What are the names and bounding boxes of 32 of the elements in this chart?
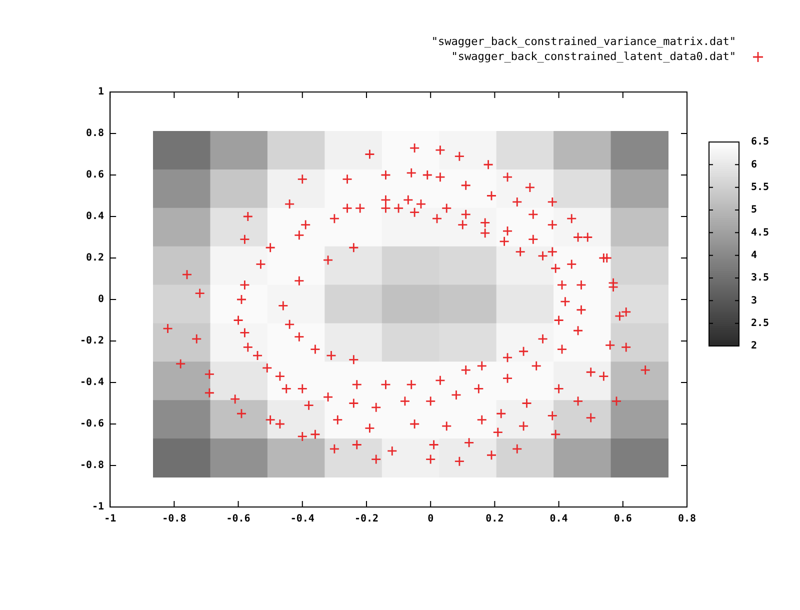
- x-tick-label: 0: [428, 514, 434, 525]
- y-tick-label: -0.6: [80, 418, 104, 430]
- y-tick-label: -0.8: [80, 460, 104, 472]
- x-tick-label: -0.6: [226, 514, 250, 525]
- color-bar-label: 6.5: [751, 136, 770, 148]
- y-tick-label: 0.4: [86, 211, 104, 222]
- y-tick-label: -0.2: [80, 336, 104, 347]
- y-tick-label: 0.6: [86, 170, 104, 181]
- text: "swagger_back_constrained_variance_matrix.dat": [431, 34, 736, 48]
- x-tick-label: -0.4: [290, 514, 314, 525]
- x-tick-label: 0.4: [550, 514, 568, 525]
- color-bar-label: 2.5: [751, 318, 770, 329]
- x-tick-label: -0.2: [354, 514, 379, 525]
- color-bar-label: 3: [751, 295, 758, 306]
- y-tick-label: 0: [98, 294, 104, 306]
- x-tick-label: -0.8: [162, 514, 186, 525]
- y-tick-label: 0.8: [86, 128, 104, 140]
- y-tick-label: 0.2: [86, 252, 104, 264]
- color-bar-label: 2: [751, 340, 758, 352]
- x-tick-label: 0.8: [678, 514, 696, 525]
- color-bar-label: 4: [751, 250, 758, 261]
- color-bar-label: 4.5: [751, 227, 770, 238]
- color-bar-label: 3.5: [751, 272, 770, 284]
- x-tick-label: 0.2: [486, 514, 504, 525]
- y-tick-label: 1: [98, 86, 104, 98]
- color-bar-label: 5.5: [751, 182, 770, 193]
- y-tick-label: -1: [92, 502, 104, 513]
- x-tick-label: 0.6: [614, 514, 632, 525]
- color-bar-label: 6: [751, 159, 758, 170]
- color-bar-label: 5: [751, 204, 758, 216]
- legend-label: "swagger_back_constrained_latent_data0.dat": [451, 50, 736, 63]
- y-tick-label: -0.4: [80, 377, 104, 388]
